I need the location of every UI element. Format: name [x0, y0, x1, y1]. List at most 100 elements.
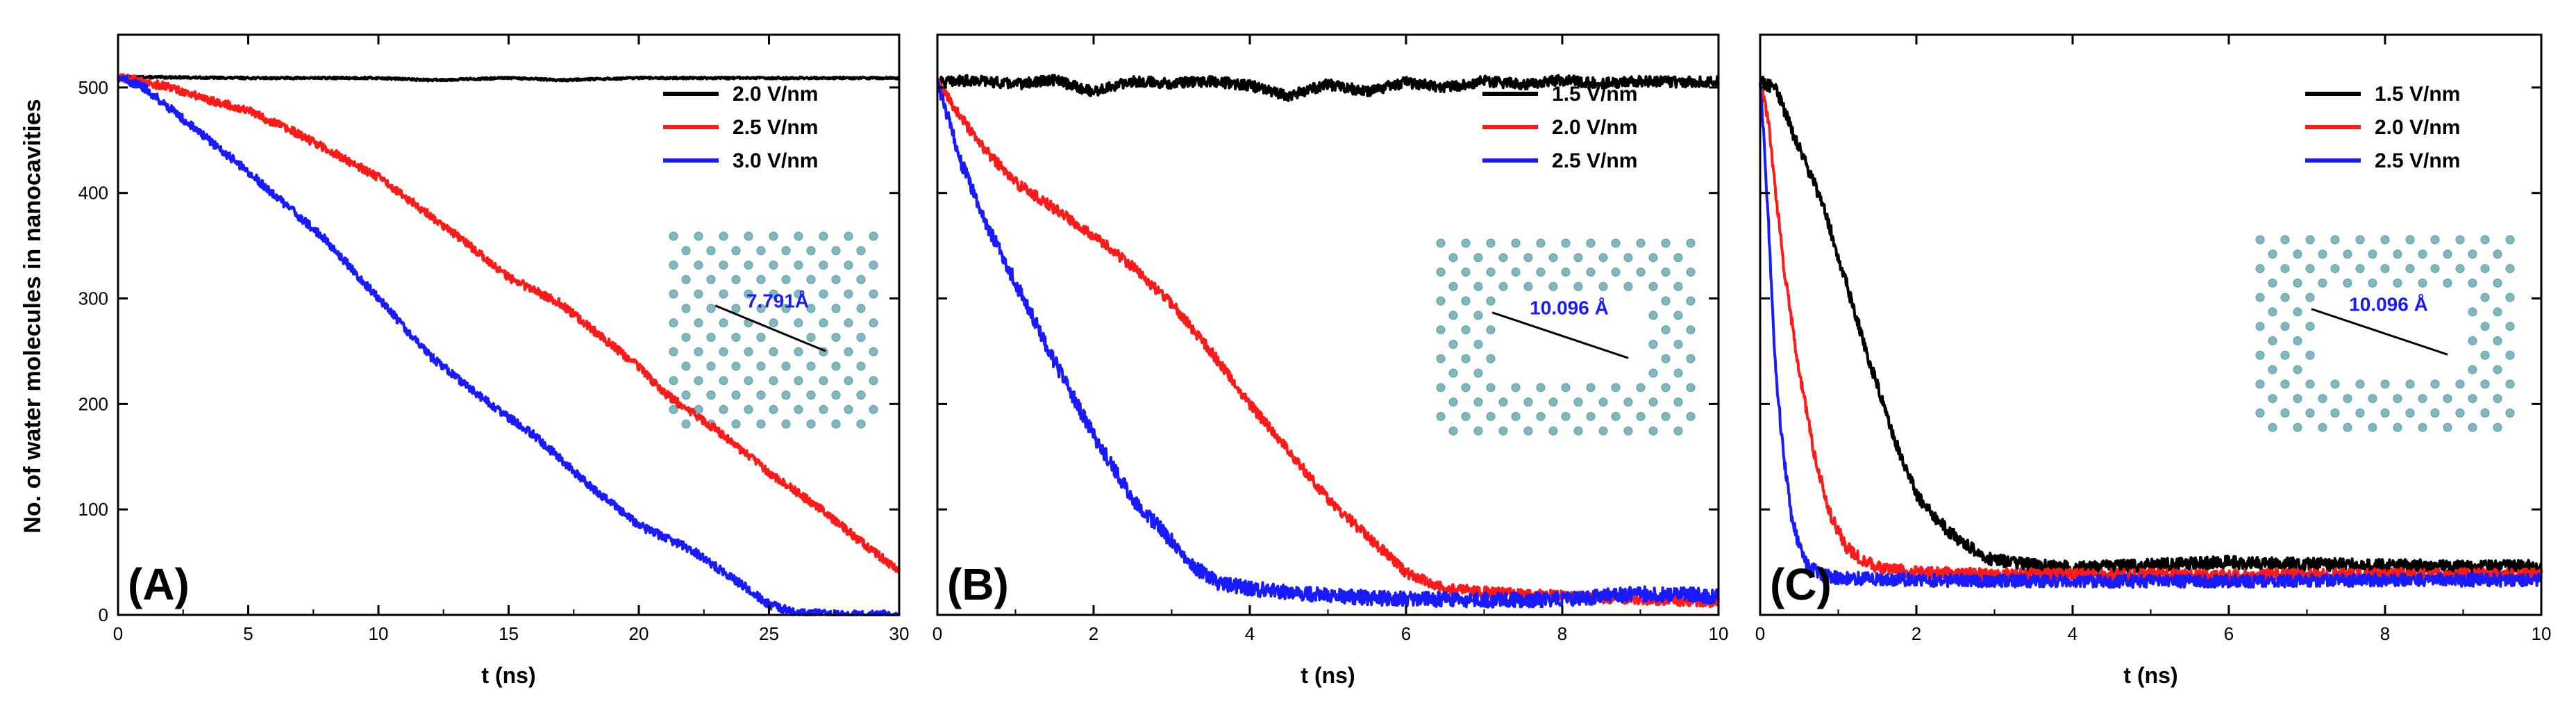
inset-atom [806, 304, 816, 313]
inset-atom [806, 246, 816, 256]
inset-atom [794, 289, 803, 299]
x-tick-label: 6 [1401, 623, 1411, 644]
inset-atom [2280, 264, 2290, 274]
inset-atom [2330, 264, 2340, 274]
inset-atom [806, 361, 816, 371]
inset-atom [1573, 426, 1583, 436]
inset-atom [2393, 278, 2402, 288]
inset-atom [1436, 411, 1446, 421]
x-tick-label: 2 [1089, 623, 1098, 644]
inset-atom [1536, 383, 1546, 393]
inset-atom [744, 376, 753, 386]
inset-atom [2293, 307, 2302, 317]
inset-atom [2430, 408, 2440, 418]
inset-structure: 10.096 Å [1436, 238, 1696, 436]
inset-atom [831, 361, 841, 371]
inset-atom [2368, 422, 2377, 432]
inset-atom [681, 246, 691, 256]
x-tick-label: 0 [932, 623, 942, 644]
inset-atom [731, 390, 741, 400]
inset-atom [1473, 426, 1483, 436]
inset-atom [1548, 281, 1558, 291]
inset-distance-label: 7.791Å [746, 290, 809, 312]
inset-atom [719, 231, 728, 241]
series-line-2 [117, 73, 901, 574]
inset-atom [2293, 422, 2302, 432]
inset-atom [1436, 354, 1446, 363]
inset-atom [2280, 379, 2290, 389]
inset-structure: 10.096 Å [2255, 235, 2515, 432]
inset-distance-line [714, 304, 826, 352]
inset-atom [719, 347, 728, 356]
inset-atom [769, 376, 778, 386]
inset-atom [2493, 307, 2502, 317]
inset-atom [794, 261, 803, 270]
inset-atom [1486, 238, 1496, 248]
inset-atom [719, 289, 728, 299]
inset-atom [2355, 379, 2365, 389]
inset-atom [806, 274, 816, 284]
inset-atom [794, 231, 803, 241]
inset-atom [1498, 253, 1508, 263]
inset-atom [1661, 411, 1671, 421]
inset-atom [694, 318, 703, 328]
x-tick-label: 0 [1755, 623, 1765, 644]
inset-atom [844, 404, 853, 414]
inset-atom [1648, 368, 1658, 378]
inset-atom [2480, 264, 2490, 274]
inset-atom [694, 347, 703, 356]
inset-atom [2493, 278, 2502, 288]
panel-b: 10.096 Å 0 2 4 6 8 10 t (ns) (B) 1.5 V/nm 2.0 V/nm… [932, 33, 1729, 688]
y-tick-label: 400 [78, 183, 108, 204]
inset-atom [2255, 322, 2265, 331]
inset-atom [1436, 238, 1446, 248]
series-line-2 [1759, 82, 2543, 584]
inset-atom [831, 332, 841, 342]
inset-atom [731, 361, 741, 371]
inset-atom [2493, 394, 2502, 404]
inset-atom [694, 376, 703, 386]
inset-atom [1448, 281, 1458, 291]
inset-atom [1586, 383, 1596, 393]
inset-atom [2255, 408, 2265, 418]
inset-atom [781, 304, 791, 313]
inset-atom [819, 231, 828, 241]
inset-atom [1598, 397, 1608, 407]
inset-atom [756, 246, 766, 256]
y-tick-label: 0 [99, 604, 108, 625]
inset-atom [1536, 238, 1546, 248]
inset-atom [1636, 411, 1646, 421]
inset-atom [869, 318, 878, 328]
inset-atom [2318, 278, 2327, 288]
inset-atom [1548, 426, 1558, 436]
inset-atom [2393, 422, 2402, 432]
inset-atom [1448, 426, 1458, 436]
y-tick-label: 500 [78, 77, 108, 98]
inset-atom [844, 347, 853, 356]
inset-atom [2268, 422, 2277, 432]
inset-atom [1586, 238, 1596, 248]
inset-atom [2405, 408, 2415, 418]
inset-atom [2280, 293, 2290, 302]
inset-atom [1623, 281, 1633, 291]
inset-atom [2418, 249, 2427, 259]
inset-distance-line [1491, 311, 1629, 359]
legend-label: 2.0 V/nm [2375, 116, 2460, 139]
inset-atom [744, 261, 753, 270]
inset-atom [2268, 365, 2277, 375]
inset-atom [2318, 249, 2327, 259]
inset-atom [2380, 264, 2390, 274]
inset-atom [1636, 268, 1646, 277]
x-tick-label: 10 [1709, 623, 1729, 644]
inset-atom [1448, 339, 1458, 349]
series-line-3 [1759, 82, 2543, 589]
inset-atom [769, 404, 778, 414]
inset-atom [681, 274, 691, 284]
inset-atom [756, 361, 766, 371]
inset-atom [1661, 296, 1671, 306]
inset-atom [1573, 253, 1583, 263]
inset-atom [2430, 379, 2440, 389]
inset-atom [844, 318, 853, 328]
inset-atom [2280, 235, 2290, 245]
